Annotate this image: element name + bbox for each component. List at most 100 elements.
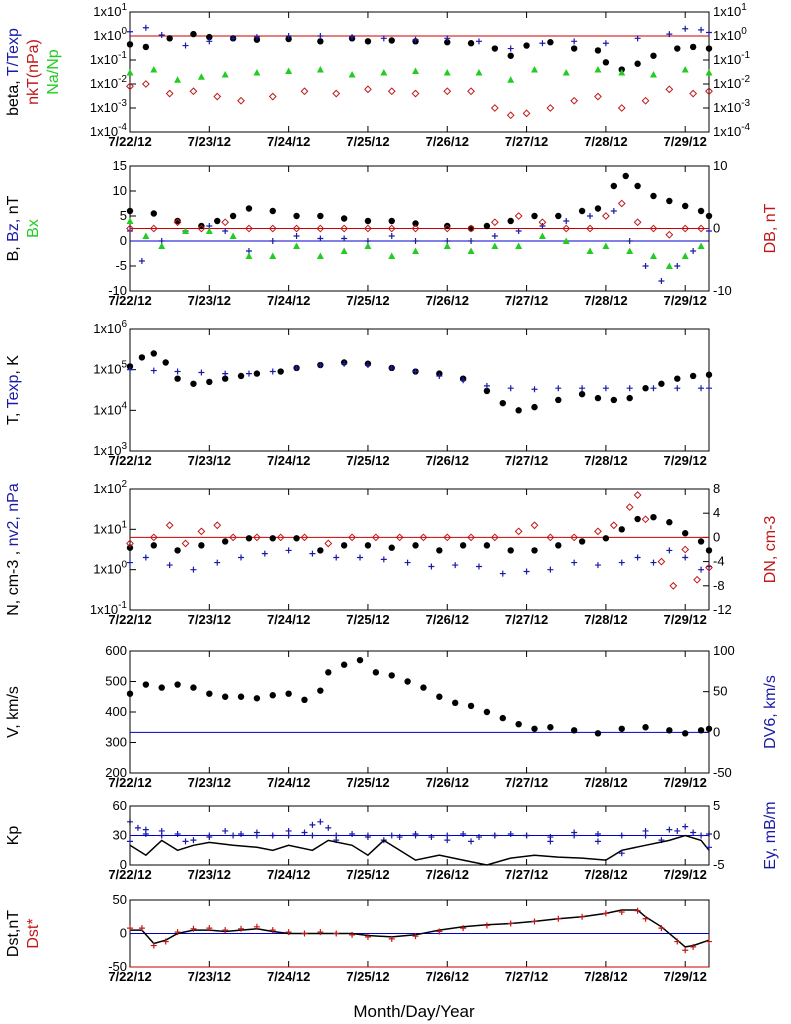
data-point-red (197, 527, 206, 536)
data-point-black (190, 684, 197, 691)
data-point-blue (285, 33, 292, 39)
data-point-red (411, 224, 420, 233)
data-point-black (237, 372, 245, 380)
data-point-red (594, 92, 602, 101)
data-point-black (674, 375, 681, 382)
data-point-blue (594, 831, 601, 837)
data-point-blue (317, 235, 324, 242)
data-point-blue (444, 832, 451, 839)
data-point-red (229, 533, 238, 542)
data-point-blue (301, 829, 308, 836)
data-point-blue (460, 377, 467, 384)
data-point-blue (127, 838, 133, 845)
data-point-green (697, 242, 705, 249)
y2-tick-label: 0 (713, 724, 720, 739)
data-point-red (705, 563, 713, 572)
y-tick-label: 5 (120, 208, 127, 223)
x-tick-label: 7/23/12 (188, 775, 231, 790)
x-tick-label: 7/29/12 (664, 969, 707, 984)
data-point-black (578, 390, 586, 398)
data-point-black (602, 535, 610, 542)
data-point-black (507, 52, 514, 59)
data-point-green (364, 242, 372, 249)
data-point-blue (602, 385, 609, 392)
x-tick-label: 7/25/12 (346, 293, 389, 308)
data-point-black (618, 526, 625, 533)
data-point-red (530, 521, 539, 530)
data-point-blue (626, 385, 633, 392)
panel-density: 7/22/12 7/23/12 7/24/12 7/25/12 7/26/12 7/27/… (108, 488, 713, 627)
data-point-black (340, 542, 348, 549)
data-point-red (669, 581, 678, 590)
data-point-blue (706, 844, 712, 851)
x-tick-label: 7/24/12 (267, 969, 310, 984)
data-point-blue (134, 824, 141, 831)
data-point-red (364, 933, 371, 940)
y-tick-label: 1x105 (93, 360, 127, 377)
data-point-blue (206, 38, 213, 45)
x-tick-label: 7/27/12 (505, 293, 548, 308)
data-point-blue (706, 385, 712, 392)
data-point-blue (174, 368, 181, 375)
x-tick-label: 7/27/12 (505, 612, 548, 627)
data-point-red (443, 87, 452, 96)
data-point-blue (380, 35, 387, 42)
y2-tick-label: -12 (713, 602, 732, 617)
data-point-red (127, 925, 133, 932)
data-point-red (460, 925, 467, 932)
data-point-red (237, 96, 245, 105)
data-point-black (317, 547, 324, 554)
y-tick-label: 600 (105, 643, 127, 658)
data-point-red (665, 230, 674, 239)
data-point-red (658, 925, 665, 932)
x-tick-label: 7/27/12 (505, 453, 548, 468)
x-tick-label: 7/25/12 (346, 969, 389, 984)
data-point-black (507, 217, 514, 225)
data-point-black (467, 702, 475, 710)
data-point-red (657, 557, 666, 566)
data-point-red (285, 929, 292, 936)
x-tick-label: 7/25/12 (346, 867, 389, 882)
data-point-red (649, 224, 658, 233)
data-point-black (459, 542, 467, 549)
data-point-black (285, 690, 292, 697)
y-axis-label: N, cm-3 , nv2, nPa (5, 483, 22, 616)
data-point-red (387, 224, 396, 233)
data-point-blue (349, 34, 356, 41)
data-point-red (213, 521, 222, 530)
data-point-green (491, 242, 499, 249)
x-tick-label: 7/29/12 (664, 293, 707, 308)
data-point-blue (142, 24, 149, 31)
data-point-blue (642, 263, 649, 269)
data-point-black (190, 380, 197, 387)
y2-tick-label: 50 (713, 684, 727, 699)
data-point-blue (491, 832, 498, 839)
data-point-blue (380, 556, 387, 563)
data-point-red (190, 925, 197, 932)
data-point-black (547, 724, 554, 731)
data-point-black (705, 725, 713, 732)
x-tick-label: 7/24/12 (267, 775, 310, 790)
data-point-red (324, 539, 333, 548)
y-axis-label-3: Na/Np (45, 49, 62, 94)
data-point-black (388, 544, 395, 551)
data-point-black (531, 212, 538, 220)
data-point-green (197, 73, 205, 80)
data-point-green (594, 66, 602, 73)
data-point-black (642, 385, 649, 392)
data-point-red (602, 910, 609, 917)
data-point-blue (357, 554, 364, 561)
y2-axis-label: DV6, km/s (762, 675, 779, 749)
y-axis-label-2: Bx (25, 219, 42, 238)
data-point-blue (523, 568, 530, 575)
data-point-green (649, 70, 657, 78)
data-point-blue (341, 235, 348, 242)
data-point-black (245, 535, 253, 542)
data-point-black (555, 542, 562, 549)
data-point-blue (341, 360, 348, 367)
data-point-green (443, 69, 451, 76)
data-point-black (388, 217, 395, 225)
data-point-green (602, 242, 610, 249)
data-point-red (174, 929, 181, 936)
data-point-black (150, 210, 157, 217)
